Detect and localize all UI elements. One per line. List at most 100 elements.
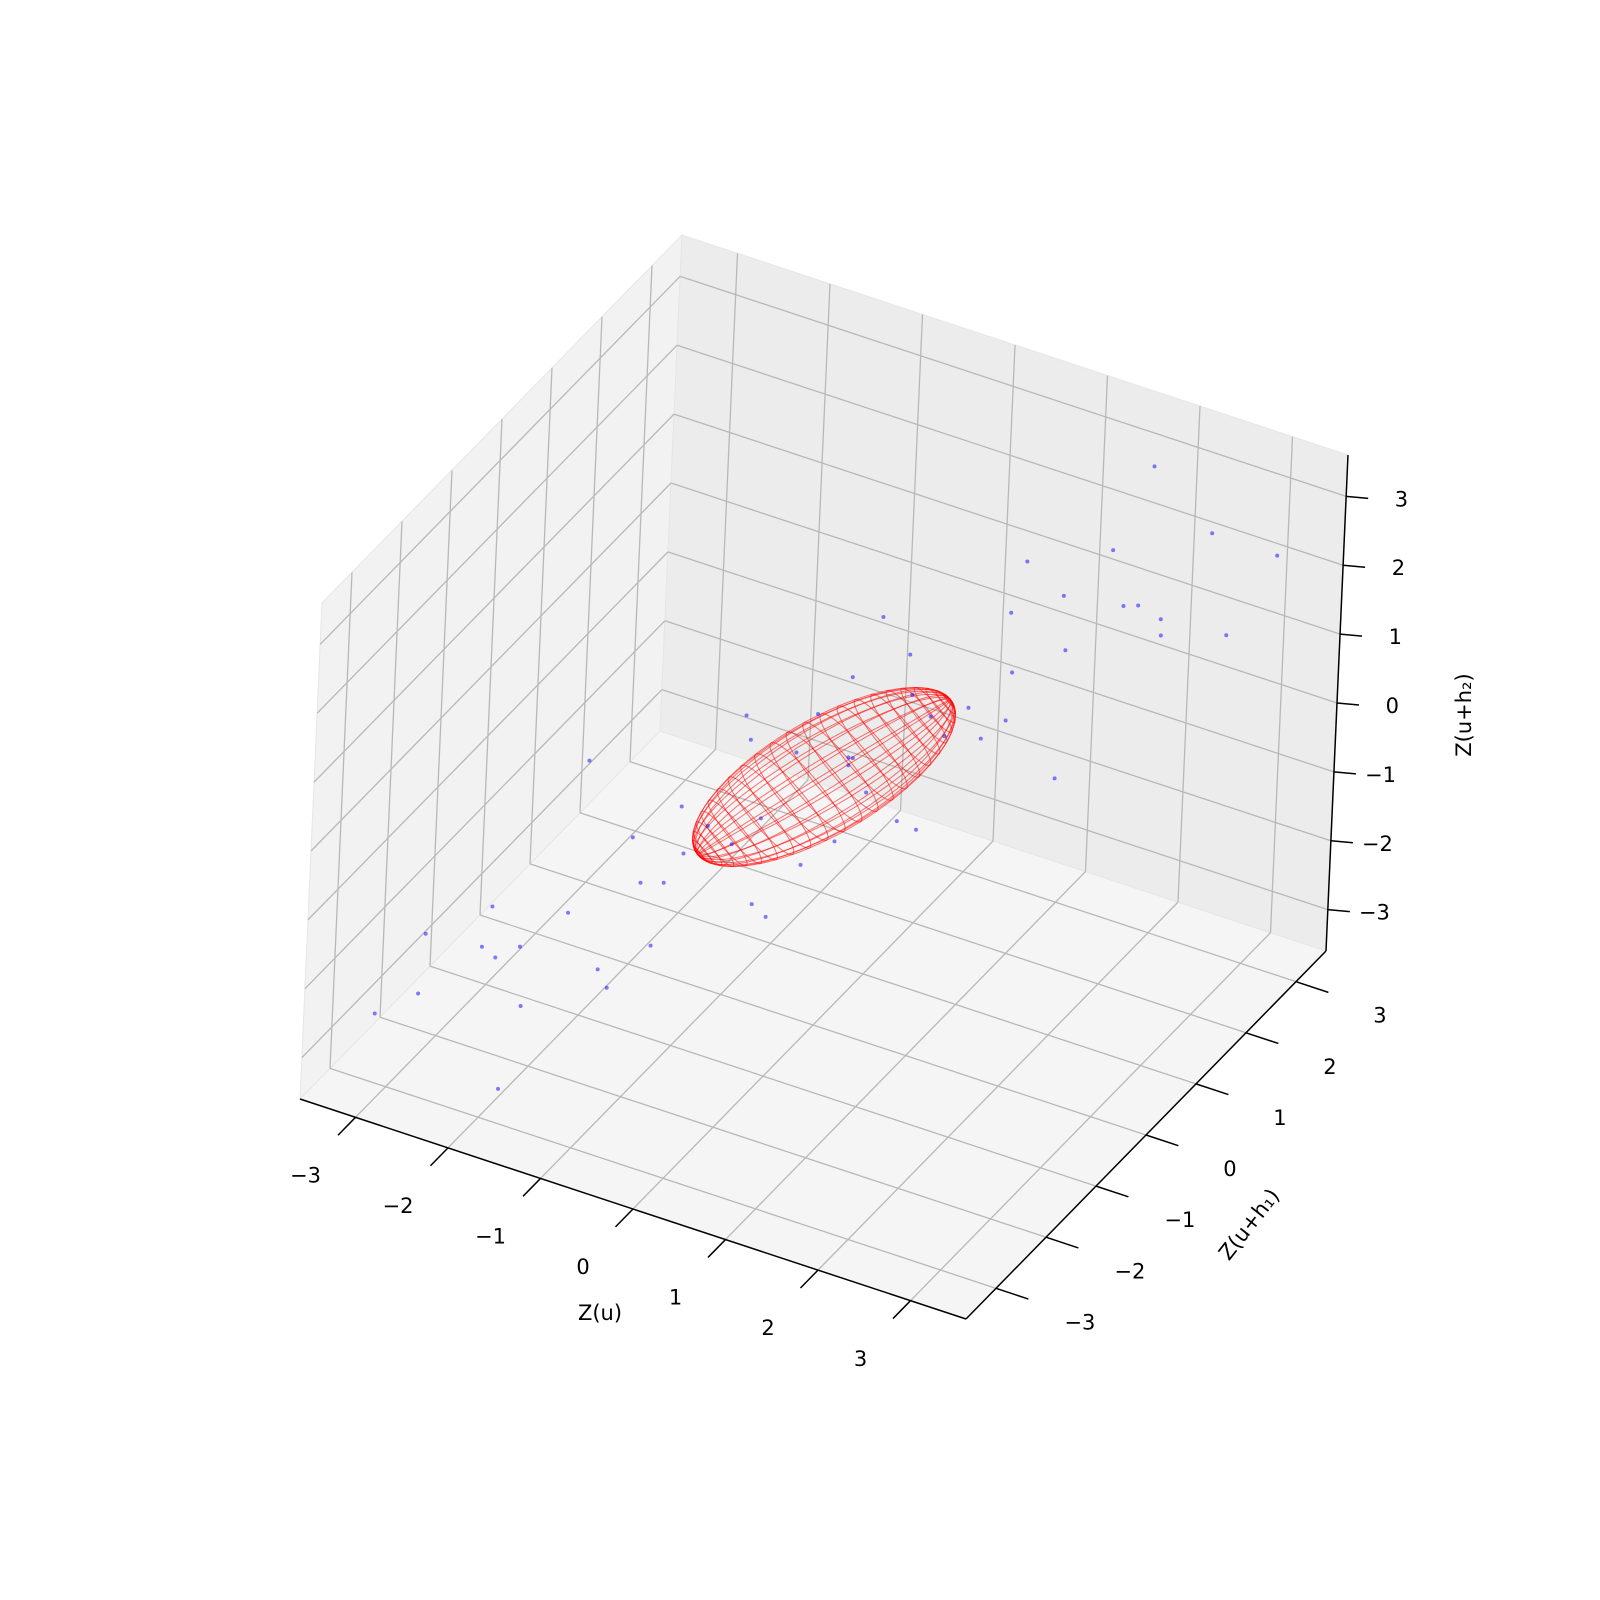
x-tick-label: −1 <box>475 1225 506 1249</box>
z-tick <box>1343 564 1366 568</box>
panes <box>299 233 1349 1320</box>
ellipsoid-parallel <box>740 764 812 849</box>
point <box>1158 633 1163 638</box>
z-tick <box>1327 908 1350 913</box>
point <box>595 967 600 972</box>
ellipsoid-parallel <box>925 687 956 724</box>
y-axis-label: Z(u+h₁) <box>1214 1184 1284 1265</box>
ellipsoid-parallel <box>785 731 863 823</box>
y-tick <box>1145 1134 1179 1147</box>
point <box>850 756 855 761</box>
ellipsoid-parallel <box>695 821 735 868</box>
point <box>1052 776 1057 781</box>
point <box>894 819 899 824</box>
ellipsoid-parallel <box>802 721 879 813</box>
point <box>1061 593 1066 598</box>
point <box>493 955 498 960</box>
ellipsoid-parallel <box>700 810 748 867</box>
point <box>1210 531 1215 536</box>
grid-line <box>664 620 1332 842</box>
z-tick-label: 1 <box>1389 625 1402 649</box>
point <box>518 1003 523 1008</box>
point <box>910 692 915 697</box>
x-tick-label: 2 <box>761 1316 774 1340</box>
point <box>587 758 592 763</box>
point <box>1152 464 1157 469</box>
ellipsoid-parallel <box>727 776 795 856</box>
point <box>496 1086 501 1091</box>
point <box>630 835 635 840</box>
grid-line <box>313 413 675 783</box>
grid-line <box>429 965 1097 1187</box>
grid-line <box>479 914 1147 1136</box>
point <box>604 985 609 990</box>
z-tick-label: 0 <box>1386 694 1399 718</box>
point <box>763 914 768 919</box>
point <box>748 737 753 742</box>
point <box>661 880 666 885</box>
grid-line <box>529 863 1197 1085</box>
ellipsoid-parallel <box>754 753 829 842</box>
point <box>966 705 971 710</box>
point <box>1063 648 1068 653</box>
grid-line <box>679 275 1347 497</box>
point <box>744 713 749 718</box>
point <box>749 902 754 907</box>
grid-line <box>304 620 666 990</box>
point <box>679 804 684 809</box>
x-tick <box>337 1116 357 1136</box>
ellipsoid <box>691 686 957 868</box>
y-tick-label: −1 <box>1164 1208 1195 1232</box>
grid-line <box>670 482 1338 704</box>
z-tick <box>1333 771 1357 775</box>
y-tick <box>995 1287 1029 1300</box>
point <box>1158 617 1163 622</box>
x-tick <box>429 1147 449 1167</box>
point <box>914 827 918 832</box>
x-tick <box>799 1269 819 1289</box>
point <box>978 736 983 741</box>
point <box>758 816 763 821</box>
y-tick <box>1095 1185 1129 1198</box>
z-tick-label: −2 <box>1362 832 1393 856</box>
y-tick-label: 3 <box>1373 1004 1386 1028</box>
x-tick-label: 1 <box>669 1286 682 1310</box>
point <box>1224 633 1229 638</box>
y-tick-label: 0 <box>1223 1157 1236 1181</box>
point <box>798 862 803 867</box>
grid-line <box>579 812 1247 1034</box>
z-tick <box>1336 702 1360 706</box>
point <box>816 711 821 716</box>
y-tick-label: 2 <box>1323 1055 1336 1079</box>
x-tick-label: 3 <box>854 1347 867 1371</box>
x-tick <box>892 1300 912 1320</box>
point <box>942 734 947 739</box>
point <box>1009 610 1014 615</box>
ellipsoid-parallel <box>935 689 957 715</box>
z-tick <box>1330 840 1353 844</box>
ellipsoid-parallel <box>913 686 953 733</box>
grid-line <box>329 1067 997 1289</box>
point <box>832 839 837 844</box>
grid-line <box>379 1016 1047 1238</box>
z-axis-line <box>1325 454 1349 952</box>
x-tick-label: 0 <box>576 1255 589 1279</box>
point <box>846 755 851 760</box>
point <box>846 763 851 768</box>
point <box>705 823 710 828</box>
x-axis-line <box>299 1098 967 1320</box>
point <box>423 931 428 936</box>
z-tick <box>1339 633 1363 637</box>
x-tick <box>522 1177 542 1197</box>
y-tick <box>1195 1083 1229 1096</box>
y-tick <box>1045 1236 1079 1249</box>
x-tick <box>614 1208 634 1228</box>
z-tick-label: −1 <box>1365 763 1396 787</box>
grid-line <box>310 482 672 852</box>
ellipsoid-parallel <box>716 787 778 861</box>
ellipsoid-parallel <box>885 689 941 755</box>
point <box>794 750 799 755</box>
grid-line <box>316 344 678 714</box>
grid-line <box>301 689 663 1059</box>
